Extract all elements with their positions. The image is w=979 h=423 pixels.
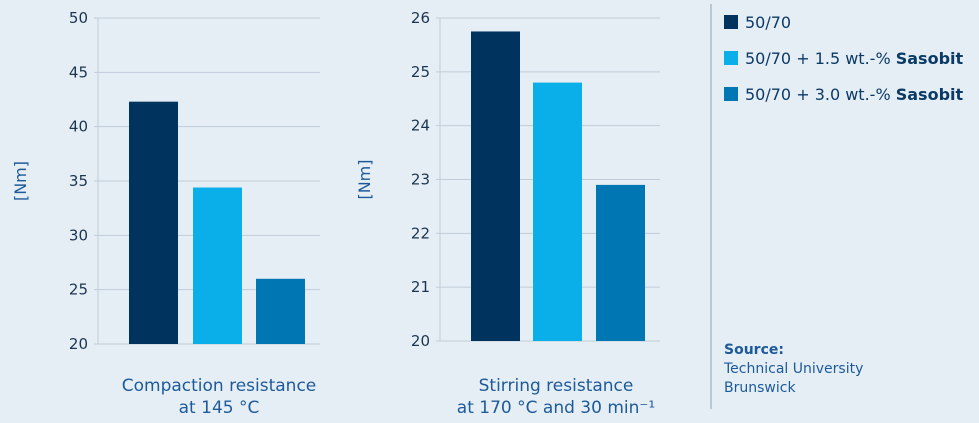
chart-2: 20 21 22 23 24 25 26 [Nm] Stirring resistanceat … <box>355 9 660 418</box>
y-tick-label: 22 <box>411 224 430 242</box>
legend-label: 50/70 <box>745 12 792 32</box>
source-line-1: Technical University <box>724 361 864 377</box>
chart-caption-line: at 145 °C <box>179 398 260 418</box>
bar <box>193 187 242 344</box>
legend-swatch <box>724 15 738 29</box>
legend-swatch <box>724 51 738 65</box>
legend-item-50-70: 50/70 <box>724 4 963 40</box>
legend-swatch <box>724 87 738 101</box>
y-tick-label: 20 <box>69 335 88 353</box>
y-tick-label: 35 <box>69 172 88 190</box>
bar <box>256 278 305 344</box>
y-tick-label: 25 <box>69 281 88 299</box>
legend: 50/70 50/70 + 1.5 wt.-% Sasobit 50/70 + … <box>710 4 963 409</box>
y-tick-label: 45 <box>69 63 88 81</box>
chart-caption-line: at 170 °C and 30 min⁻¹ <box>457 398 655 418</box>
chart-caption-line: Compaction resistance <box>122 376 317 396</box>
legend-item-3-0-sasobit: 50/70 + 3.0 wt.-% Sasobit <box>724 76 963 112</box>
bar <box>129 101 178 344</box>
source-line-2: Brunswick <box>724 380 796 396</box>
legend-item-1-5-sasobit: 50/70 + 1.5 wt.-% Sasobit <box>724 40 963 76</box>
y-tick-label: 30 <box>69 226 88 244</box>
bar <box>533 82 582 341</box>
y-tick-label: 21 <box>411 278 430 296</box>
y-tick-label: 20 <box>411 332 430 350</box>
legend-label: 50/70 + 3.0 wt.-% <box>745 84 896 104</box>
y-axis-label: [Nm] <box>11 161 30 201</box>
y-tick-label: 26 <box>411 9 430 27</box>
chart-1: 20 25 30 35 40 45 50 [Nm] Compaction resistancea… <box>11 9 320 418</box>
y-tick-label: 40 <box>69 118 88 136</box>
y-tick-label: 23 <box>411 171 430 189</box>
legend-label-bold: Sasobit <box>895 48 964 68</box>
chart-caption-line: Stirring resistance <box>479 376 634 396</box>
y-tick-label: 25 <box>411 63 430 81</box>
bar <box>471 31 520 341</box>
y-tick-label: 24 <box>411 117 430 135</box>
y-tick-label: 50 <box>69 9 88 27</box>
legend-label: 50/70 + 1.5 wt.-% <box>745 48 896 68</box>
source-note: Source: Technical University Brunswick <box>724 341 863 398</box>
source-label: Source: <box>724 342 784 358</box>
y-axis-label: [Nm] <box>355 159 374 199</box>
legend-label-bold: Sasobit <box>895 84 964 104</box>
bar <box>596 184 645 341</box>
